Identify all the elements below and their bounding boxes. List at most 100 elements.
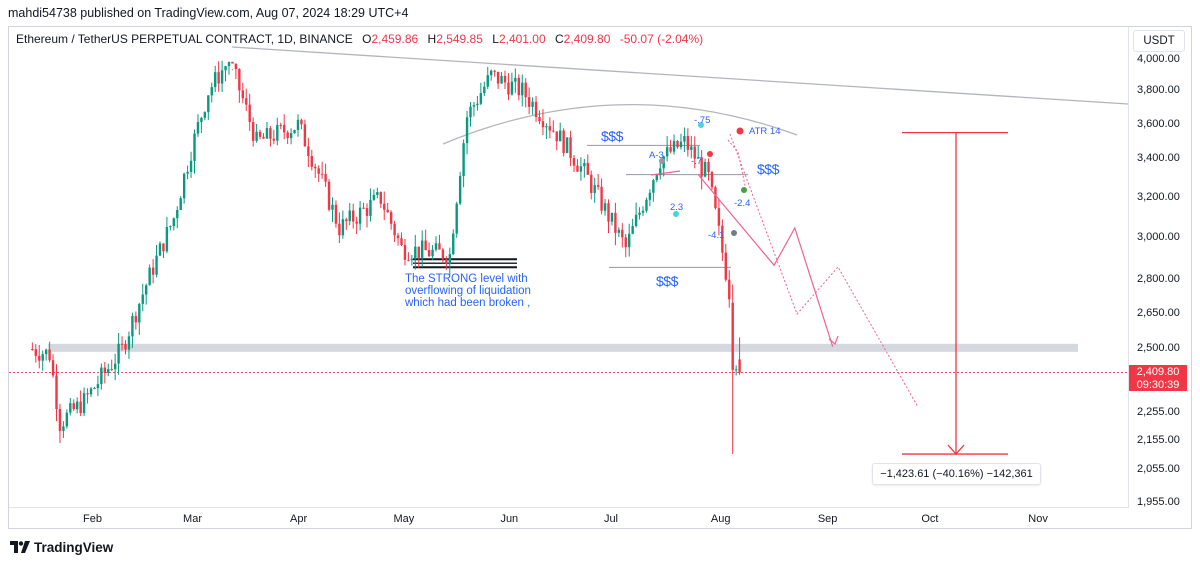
candle-body	[365, 208, 369, 216]
liquidity-label-3: $$$	[656, 273, 678, 289]
candle-body	[617, 229, 621, 233]
candle-body	[690, 146, 693, 150]
candle-body	[89, 388, 93, 395]
candle-body	[414, 246, 417, 259]
candle-body	[648, 192, 652, 200]
candle-body	[527, 97, 531, 107]
candle-body	[286, 132, 289, 139]
candle-body	[289, 133, 293, 139]
candle-body	[676, 140, 679, 148]
price-tick-label: 2,800.00	[1137, 273, 1180, 285]
candle-body	[524, 82, 527, 98]
candle-body	[372, 194, 376, 200]
current-price-value: 2,409.80	[1136, 366, 1180, 378]
published-line: mahdi54738 published on TradingView.com,…	[8, 6, 409, 20]
candle-body	[355, 221, 358, 224]
close-label: C	[555, 32, 564, 46]
candle-body	[117, 343, 120, 364]
tag-minus-075: -.75	[694, 115, 711, 126]
time-tick-label: Nov	[1028, 513, 1048, 525]
candle-body	[583, 162, 586, 167]
candle-body	[100, 367, 103, 385]
open-label: O	[362, 32, 372, 46]
candle-body	[458, 176, 462, 204]
candle-body	[552, 130, 555, 132]
candle-body	[586, 162, 589, 175]
gray-dot-a3	[659, 158, 665, 164]
candle-body	[441, 249, 445, 260]
candle-body	[634, 214, 638, 227]
candle-body	[652, 180, 655, 193]
candle-body	[424, 240, 427, 251]
strong-level-note: The STRONG level with overflowing of liq…	[405, 273, 531, 309]
time-tick-label: Oct	[921, 513, 939, 525]
candle-body	[51, 360, 55, 376]
currency-button[interactable]: USDT	[1133, 30, 1185, 52]
candle-body	[62, 426, 65, 432]
tag-a-3: A-3	[649, 150, 664, 161]
candle-body	[352, 210, 355, 222]
candle-body	[55, 375, 58, 409]
chart-frame	[8, 26, 1192, 529]
candle-body	[227, 61, 231, 67]
price-tick-label: 3,000.00	[1137, 231, 1180, 243]
low-value: 2,401.00	[498, 32, 546, 46]
price-axis[interactable]	[1128, 27, 1192, 507]
candle-body	[338, 223, 341, 236]
candle-body	[376, 191, 379, 195]
candle-body	[383, 203, 386, 210]
cyan-dot-top	[698, 122, 704, 128]
candle-body	[124, 343, 127, 350]
candle-body	[465, 117, 469, 144]
candle-body	[434, 243, 438, 250]
candle-body	[293, 130, 296, 134]
price-tick-label: 2,155.00	[1137, 434, 1180, 446]
candle-body	[210, 87, 213, 96]
measurement-label: −1,423.61 (−40.16%) −142,361	[872, 463, 1041, 485]
candle-body	[476, 103, 479, 106]
candle-body	[507, 82, 510, 95]
candle-body	[314, 166, 317, 169]
candle-body	[334, 204, 338, 224]
candle-body	[224, 66, 227, 71]
candle-body	[479, 93, 483, 104]
candle-body	[421, 240, 424, 258]
price-tick-label: 1,955.00	[1137, 496, 1180, 508]
symbol-title[interactable]: Ethereum / TetherUS PERPETUAL CONTRACT, …	[16, 32, 353, 46]
candle-body	[631, 226, 634, 234]
top-bar: mahdi54738 published on TradingView.com,…	[0, 0, 1200, 26]
time-tick-label: Jul	[603, 513, 618, 525]
candle-body	[389, 212, 393, 224]
candle-body	[207, 95, 210, 113]
candle-body	[703, 161, 707, 177]
candle-body	[96, 384, 100, 389]
projection-path	[697, 174, 834, 347]
candle-body	[182, 173, 186, 199]
candle-body	[621, 229, 624, 238]
candle-body	[369, 199, 372, 216]
candle-body	[169, 226, 172, 228]
time-axis[interactable]	[9, 507, 1129, 529]
gray-dot-bottom	[731, 230, 737, 236]
candle-body	[258, 131, 262, 137]
candle-body	[41, 354, 44, 361]
candle-body	[296, 119, 300, 131]
price-tick-label: 2,650.00	[1137, 307, 1180, 319]
candle-body	[721, 225, 724, 253]
tag-minus-24: -2.4	[734, 198, 751, 209]
candle-body	[624, 237, 627, 248]
open-value: 2,459.86	[371, 32, 419, 46]
candle-body	[310, 156, 313, 167]
candle-body	[538, 116, 541, 122]
candle-body	[545, 126, 548, 128]
candle-body	[496, 71, 500, 84]
candle-body	[641, 210, 645, 213]
descending-trendline	[231, 46, 1129, 105]
candle-body	[127, 336, 131, 350]
candle-body	[655, 175, 658, 181]
footer-brand: TradingView	[34, 540, 114, 555]
candle-body	[679, 141, 683, 148]
candle-body	[165, 227, 169, 252]
candle-body	[276, 124, 279, 141]
